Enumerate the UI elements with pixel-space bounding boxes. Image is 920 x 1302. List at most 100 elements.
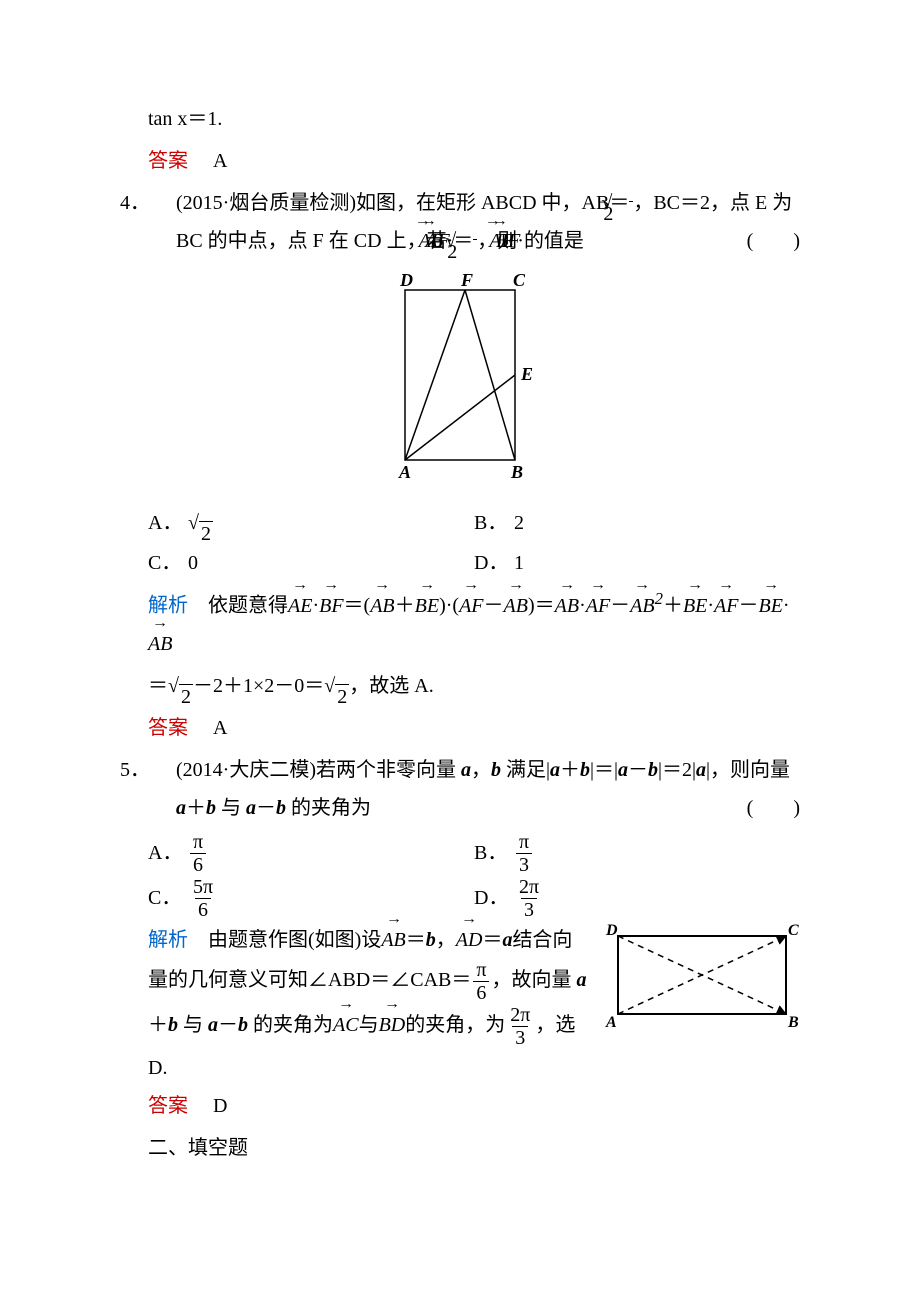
q4-answer: 答案 A [148, 709, 800, 747]
denominator: 6 [195, 898, 211, 921]
tan-eq: tan x＝1. [148, 108, 222, 130]
svg-text:C: C [788, 922, 799, 939]
vec-ab: AB [370, 587, 394, 625]
denominator: 3 [521, 898, 537, 921]
radicand: 2 [179, 684, 193, 707]
numerator: π [473, 959, 489, 981]
denominator: 3 [512, 1026, 528, 1049]
vec-a: a [502, 929, 512, 951]
post6: 的夹角为 [248, 1014, 333, 1036]
q5-stem: 5．(2014·大庆二模)若两个非零向量 a，b 满足|a＋b|＝|a－b|＝2… [176, 751, 800, 827]
option-d: D．2π3 [474, 876, 800, 921]
vec-be: BE [415, 587, 439, 625]
mid: －2＋1×2－0＝ [193, 675, 324, 697]
plus: ＋ [148, 1014, 168, 1036]
residual-line: tan x＝1. [148, 100, 800, 138]
rectangle-diagonals-diagram: A B C D [600, 921, 800, 1031]
vec-bf: BF [319, 587, 343, 625]
vec-ad: AD [456, 921, 483, 959]
svg-text:D: D [605, 922, 618, 939]
prev-answer: 答案 A [148, 142, 800, 180]
vec-af: AF [586, 587, 610, 625]
vec-af: AF [714, 587, 738, 625]
numerator: 2π [507, 1004, 533, 1026]
eq: ＝ [482, 929, 502, 951]
rectangle-diagram: D F C E A B [385, 270, 535, 480]
q5-number: 5． [148, 751, 176, 789]
plus: ＋ [560, 759, 580, 781]
frac: 2π3 [507, 1004, 533, 1049]
option-b: B．2 [474, 503, 800, 543]
vec-ab: AB [555, 587, 579, 625]
opt-b-val: 2 [514, 504, 524, 542]
option-a: A．π6 [148, 831, 474, 876]
expl-pre: 由题意作图(如图)设 [208, 929, 381, 951]
numerator: π [516, 831, 532, 853]
q4-stem-a: 如图，在矩形 ABCD 中，AB＝ [356, 192, 629, 214]
vec-be: BE [683, 587, 707, 625]
q4-stem-d: 的值是 [524, 230, 584, 252]
vec-a: a [176, 797, 186, 819]
vec-a: a [576, 969, 586, 991]
and: 与 [359, 1014, 379, 1036]
minus: － [738, 595, 758, 617]
vec-ab: AB [381, 921, 405, 959]
sqrt-icon: 2 [324, 667, 349, 705]
explain-label: 解析 [148, 929, 188, 951]
answer-label: 答案 [148, 1095, 188, 1117]
denominator: 6 [190, 853, 206, 876]
numerator: π [190, 831, 206, 853]
end1: )＝ [528, 595, 555, 617]
dot-icon: · [579, 595, 586, 617]
minus: － [256, 797, 276, 819]
dot-icon: · [783, 595, 790, 617]
dot-icon: · [312, 595, 319, 617]
answer-label: 答案 [148, 717, 188, 739]
vec-b: b [168, 1014, 178, 1036]
q4-source: (2015·烟台质量检测) [176, 192, 356, 214]
radicand: 2 [629, 201, 633, 224]
q5-l: 的夹角为 [286, 797, 371, 819]
svg-text:B: B [787, 1014, 799, 1031]
numerator: 5π [190, 876, 216, 898]
vec-a: a [208, 1014, 218, 1036]
q5-h: |，则向量 [706, 759, 790, 781]
q5-a: 若两个非零向量 [316, 759, 461, 781]
answer-val: A [213, 150, 227, 172]
vec-ac: AC [333, 1006, 359, 1044]
comma: ， [436, 929, 456, 951]
vec-b: b [426, 929, 436, 951]
vec-b: b [491, 759, 501, 781]
vec-b: b [206, 797, 216, 819]
tail: ，故选 A. [349, 675, 433, 697]
sqrt-icon: 2 [473, 222, 477, 260]
vec-a: a [550, 759, 560, 781]
post4: 与 [178, 1014, 208, 1036]
answer-label: 答案 [148, 150, 188, 172]
svg-text:E: E [520, 364, 533, 384]
vec-be: BE [758, 587, 782, 625]
eq: ＝ [406, 929, 426, 951]
radicand: 2 [335, 684, 349, 707]
q4-options: A．2 C．0 B．2 D．1 [148, 503, 800, 583]
minus: － [218, 1014, 238, 1036]
mid: )·( [439, 595, 459, 617]
q4-explain: 解析 依题意得AE·BF＝(AB＋BE)·(AF－AB)＝AB·AF－AB2＋B… [148, 583, 800, 663]
q4-figure: D F C E A B [120, 270, 800, 493]
minus: － [628, 759, 648, 781]
vec-ab: AB [504, 587, 528, 625]
option-a: A．2 [148, 503, 474, 543]
plus: ＋ [663, 595, 683, 617]
vec-b: b [276, 797, 286, 819]
svg-text:A: A [398, 462, 411, 480]
eq: ＝( [344, 595, 371, 617]
minus: － [610, 595, 630, 617]
numerator: 2π [516, 876, 542, 898]
answer-val: A [213, 717, 227, 739]
vec-a: a [696, 759, 706, 781]
comma: ， [471, 759, 491, 781]
denominator: 6 [473, 981, 489, 1004]
q5-j: 与 [216, 797, 246, 819]
vec-ab: AB [630, 587, 654, 625]
vec-bd: BD [379, 1006, 406, 1044]
